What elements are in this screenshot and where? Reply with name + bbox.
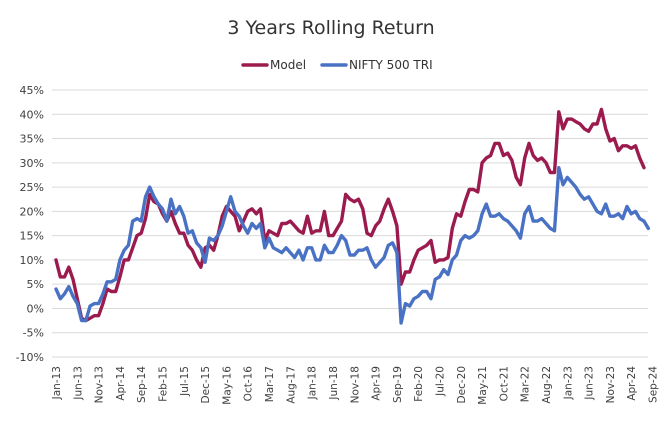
- x-tick-label: Sep-24: [648, 366, 660, 403]
- x-tick-label: Oct-16: [243, 366, 255, 402]
- y-tick-label: 30%: [20, 157, 44, 170]
- x-tick-label: Jul-20: [434, 366, 446, 397]
- x-tick-label: Sep-19: [392, 366, 404, 403]
- x-tick-label: Jul-15: [179, 366, 191, 397]
- legend: Model NIFTY 500 TRI: [241, 58, 433, 72]
- y-axis: 45% 40% 35% 30% 25% 20% 15% 10% 5% 0% -5% -10%: [16, 84, 44, 364]
- x-tick-label: Jan-23: [562, 366, 574, 400]
- x-tick-label: Jan-13: [51, 366, 63, 400]
- x-tick-label: May-21: [477, 366, 489, 405]
- x-tick-label: Feb-20: [413, 366, 425, 402]
- x-tick-label: Aug-17: [285, 366, 297, 404]
- x-axis: Jan-13 Jun-13 Nov-13 Apr-14 Sep-14 Feb-15 Jul-…: [51, 366, 660, 405]
- chart-title: 3 Years Rolling Return: [227, 17, 434, 39]
- x-tick-label: Nov-13: [94, 366, 106, 403]
- y-tick-label: 40%: [20, 108, 44, 121]
- legend-label: NIFTY 500 TRI: [349, 58, 433, 72]
- x-tick-label: Oct-21: [498, 366, 510, 401]
- y-tick-label: 10%: [20, 254, 44, 267]
- series-line-nifty-500-tri: [54, 165, 650, 325]
- x-tick-label: Aug-22: [541, 366, 553, 404]
- x-tick-label: Apr-14: [115, 366, 127, 401]
- x-tick-label: Sep-14: [136, 366, 148, 403]
- gridlines: [52, 89, 648, 358]
- x-tick-label: Apr-24: [626, 366, 638, 401]
- x-tick-label: Nov-23: [605, 366, 617, 403]
- y-tick-label: 5%: [27, 278, 44, 291]
- x-tick-label: Jun-13: [72, 366, 84, 401]
- series-layer: [54, 107, 650, 325]
- y-tick-label: -10%: [16, 351, 44, 364]
- y-tick-label: 35%: [20, 133, 44, 146]
- y-tick-label: 0%: [27, 302, 44, 315]
- x-tick-label: May-16: [221, 366, 233, 405]
- y-tick-label: -5%: [23, 327, 44, 340]
- y-tick-label: 45%: [20, 84, 44, 97]
- x-tick-label: Dec-20: [456, 366, 468, 403]
- x-tick-label: Jun-23: [584, 366, 596, 401]
- x-tick-label: Jan-18: [307, 366, 319, 400]
- x-tick-label: Feb-15: [158, 366, 170, 402]
- x-tick-label: Dec-15: [200, 366, 212, 403]
- x-tick-label: Apr-19: [371, 366, 383, 401]
- y-tick-label: 20%: [20, 205, 44, 218]
- x-tick-label: Jun-18: [328, 366, 340, 401]
- x-tick-label: Nov-18: [349, 366, 361, 403]
- x-tick-label: Mar-22: [520, 366, 532, 402]
- series-line-model: [54, 107, 646, 323]
- y-tick-label: 15%: [20, 230, 44, 243]
- x-tick-label: Mar-17: [264, 366, 276, 402]
- y-tick-label: 25%: [20, 181, 44, 194]
- legend-label: Model: [270, 58, 306, 72]
